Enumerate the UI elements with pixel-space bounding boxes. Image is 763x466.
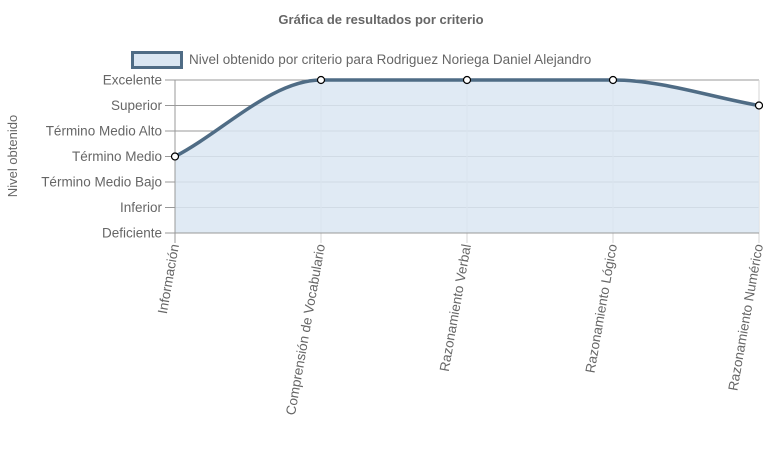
- chart-title: Gráfica de resultados por criterio: [278, 12, 483, 27]
- y-tick-label: Inferior: [120, 200, 163, 215]
- y-tick-label: Deficiente: [102, 226, 162, 241]
- data-point[interactable]: [462, 75, 472, 85]
- x-tick-label: Información: [155, 243, 182, 315]
- y-tick-label: Término Medio Bajo: [41, 175, 162, 190]
- series-area-fill: [175, 80, 759, 233]
- x-tick-label: Comprensión de Vocabulario: [283, 243, 328, 416]
- y-tick-label: Superior: [111, 98, 163, 113]
- data-point[interactable]: [754, 101, 763, 110]
- x-tick-labels: Información Comprensión de Vocabulario Raz…: [155, 243, 763, 416]
- data-point[interactable]: [608, 75, 618, 85]
- x-tick-label: Razonamiento Lógico: [583, 243, 620, 374]
- y-tick-labels: Deficiente Inferior Término Medio Bajo Térm…: [41, 73, 162, 241]
- x-tick-label: Razonamiento Verbal: [437, 243, 474, 373]
- legend[interactable]: Nivel obtenido por criterio para Rodrigu…: [131, 51, 592, 69]
- legend-swatch[interactable]: [131, 51, 183, 69]
- y-tick-label: Término Medio: [72, 149, 162, 164]
- data-points: [170, 75, 763, 161]
- data-point[interactable]: [316, 75, 326, 85]
- y-tick-label: Excelente: [103, 73, 162, 88]
- legend-label[interactable]: Nivel obtenido por criterio para Rodrigu…: [189, 52, 591, 67]
- data-point[interactable]: [170, 152, 180, 161]
- y-axis-label: Nivel obtenido: [5, 115, 20, 197]
- x-tick-label: Razonamiento Numérico: [725, 243, 763, 392]
- axes: [165, 80, 759, 243]
- plot-area: [174, 78, 760, 233]
- y-tick-label: Término Medio Alto: [46, 124, 162, 139]
